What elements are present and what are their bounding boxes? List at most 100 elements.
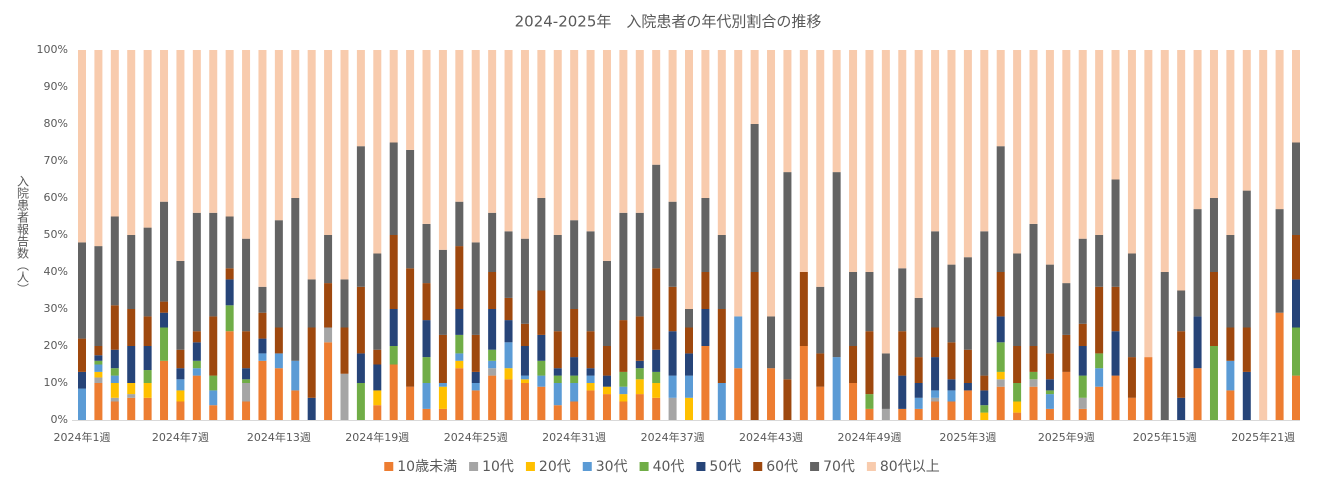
bar-segment — [1209, 50, 1218, 198]
bar-segment — [258, 50, 267, 287]
bar-segment — [324, 283, 333, 328]
y-tick-label: 0% — [51, 413, 68, 426]
legend-swatch — [469, 462, 479, 471]
bar-segment — [767, 50, 776, 317]
bar-segment — [274, 220, 283, 328]
bar-segment — [931, 50, 940, 232]
bar-segment — [520, 323, 529, 346]
bar-segment — [242, 379, 251, 383]
bar-segment — [520, 383, 529, 420]
bar-segment — [356, 353, 365, 383]
bar-segment — [94, 360, 103, 365]
bar-segment — [176, 379, 185, 391]
bar-segment — [110, 216, 119, 306]
bar-segment — [1209, 272, 1218, 346]
bar-segment — [570, 401, 579, 420]
bar-segment — [1095, 368, 1104, 387]
bar-segment — [570, 309, 579, 358]
bar-segment — [980, 412, 989, 420]
bar-segment — [1078, 346, 1087, 376]
bar-segment — [373, 253, 382, 350]
bar-segment — [1078, 408, 1087, 420]
bar-segment — [406, 149, 415, 269]
bar-segment — [767, 368, 776, 420]
legend-swatch — [696, 462, 706, 471]
bar-segment — [422, 357, 431, 383]
bar-segment — [602, 375, 611, 387]
bar-segment — [324, 235, 333, 284]
bar-segment — [652, 383, 661, 398]
bar-segment — [865, 50, 874, 272]
bar-segment — [799, 346, 808, 420]
legend-swatch — [810, 462, 820, 471]
bar-segment — [438, 334, 447, 383]
bar-segment — [1209, 346, 1218, 420]
bar-segment — [931, 231, 940, 328]
bar-segment — [586, 231, 595, 332]
bar-segment — [1127, 357, 1136, 398]
bar-segment — [373, 349, 382, 365]
bar-segment — [356, 286, 365, 354]
bar-segment — [422, 50, 431, 224]
bar-segment — [881, 408, 890, 420]
bar-segment — [438, 408, 447, 420]
bar-segment — [1111, 179, 1120, 287]
bar-segment — [225, 216, 234, 269]
bar-segment — [160, 301, 169, 313]
bar-segment — [1045, 264, 1054, 354]
bar-segment — [389, 235, 398, 309]
bar-segment — [520, 238, 529, 324]
bar-segment — [520, 375, 529, 380]
bar-segment — [455, 360, 464, 369]
bar-segment — [602, 394, 611, 420]
bar-segment — [242, 383, 251, 402]
bar-segment — [1292, 50, 1300, 143]
bar-segment — [1078, 238, 1087, 324]
bar-segment — [1078, 50, 1087, 239]
bar-segment — [504, 297, 513, 321]
bar-segment — [570, 220, 579, 309]
x-tick-label: 2025年21週 — [1231, 430, 1295, 444]
bar-segment — [947, 50, 956, 265]
bar-segment — [291, 360, 300, 391]
bar-segment — [652, 50, 661, 165]
bar-segment — [242, 238, 251, 332]
bar-segment — [816, 353, 825, 387]
bar-segment — [1226, 360, 1235, 391]
bar-segment — [242, 368, 251, 380]
bar-segment — [406, 386, 415, 420]
bar-segment — [635, 50, 644, 213]
legend-swatch — [525, 462, 535, 471]
bar-segment — [78, 371, 86, 389]
bar-segment — [504, 342, 513, 369]
bar-segment — [881, 353, 890, 409]
bar-segment — [389, 142, 398, 235]
bar-segment — [242, 401, 251, 420]
bar-segment — [931, 397, 940, 402]
x-tick-label: 2025年9週 — [1038, 430, 1095, 444]
bar-segment — [110, 397, 119, 402]
bar-segment — [1045, 390, 1054, 395]
bar-segment — [1275, 312, 1284, 420]
bar-segment — [750, 272, 759, 420]
bar-segment — [849, 272, 858, 346]
legend-label: 30代 — [596, 459, 628, 475]
bar-segment — [1144, 50, 1153, 358]
bar-segment — [356, 50, 365, 147]
bar-segment — [898, 268, 907, 332]
bar-segment — [455, 309, 464, 335]
bar-segment — [1062, 371, 1071, 420]
bar-segment — [832, 172, 841, 358]
bar-segment — [160, 201, 169, 302]
bar-segment — [176, 368, 185, 380]
bar-segment — [570, 383, 579, 402]
bar-segment — [192, 360, 201, 369]
bar-segment — [619, 50, 628, 213]
bar-segment — [520, 50, 529, 239]
legend-label: 10代 — [482, 459, 514, 475]
bar-segment — [127, 346, 136, 383]
bar-segment — [685, 309, 693, 328]
bar-segment — [438, 249, 447, 335]
bar-segment — [849, 50, 858, 272]
bar-segment — [258, 353, 267, 361]
